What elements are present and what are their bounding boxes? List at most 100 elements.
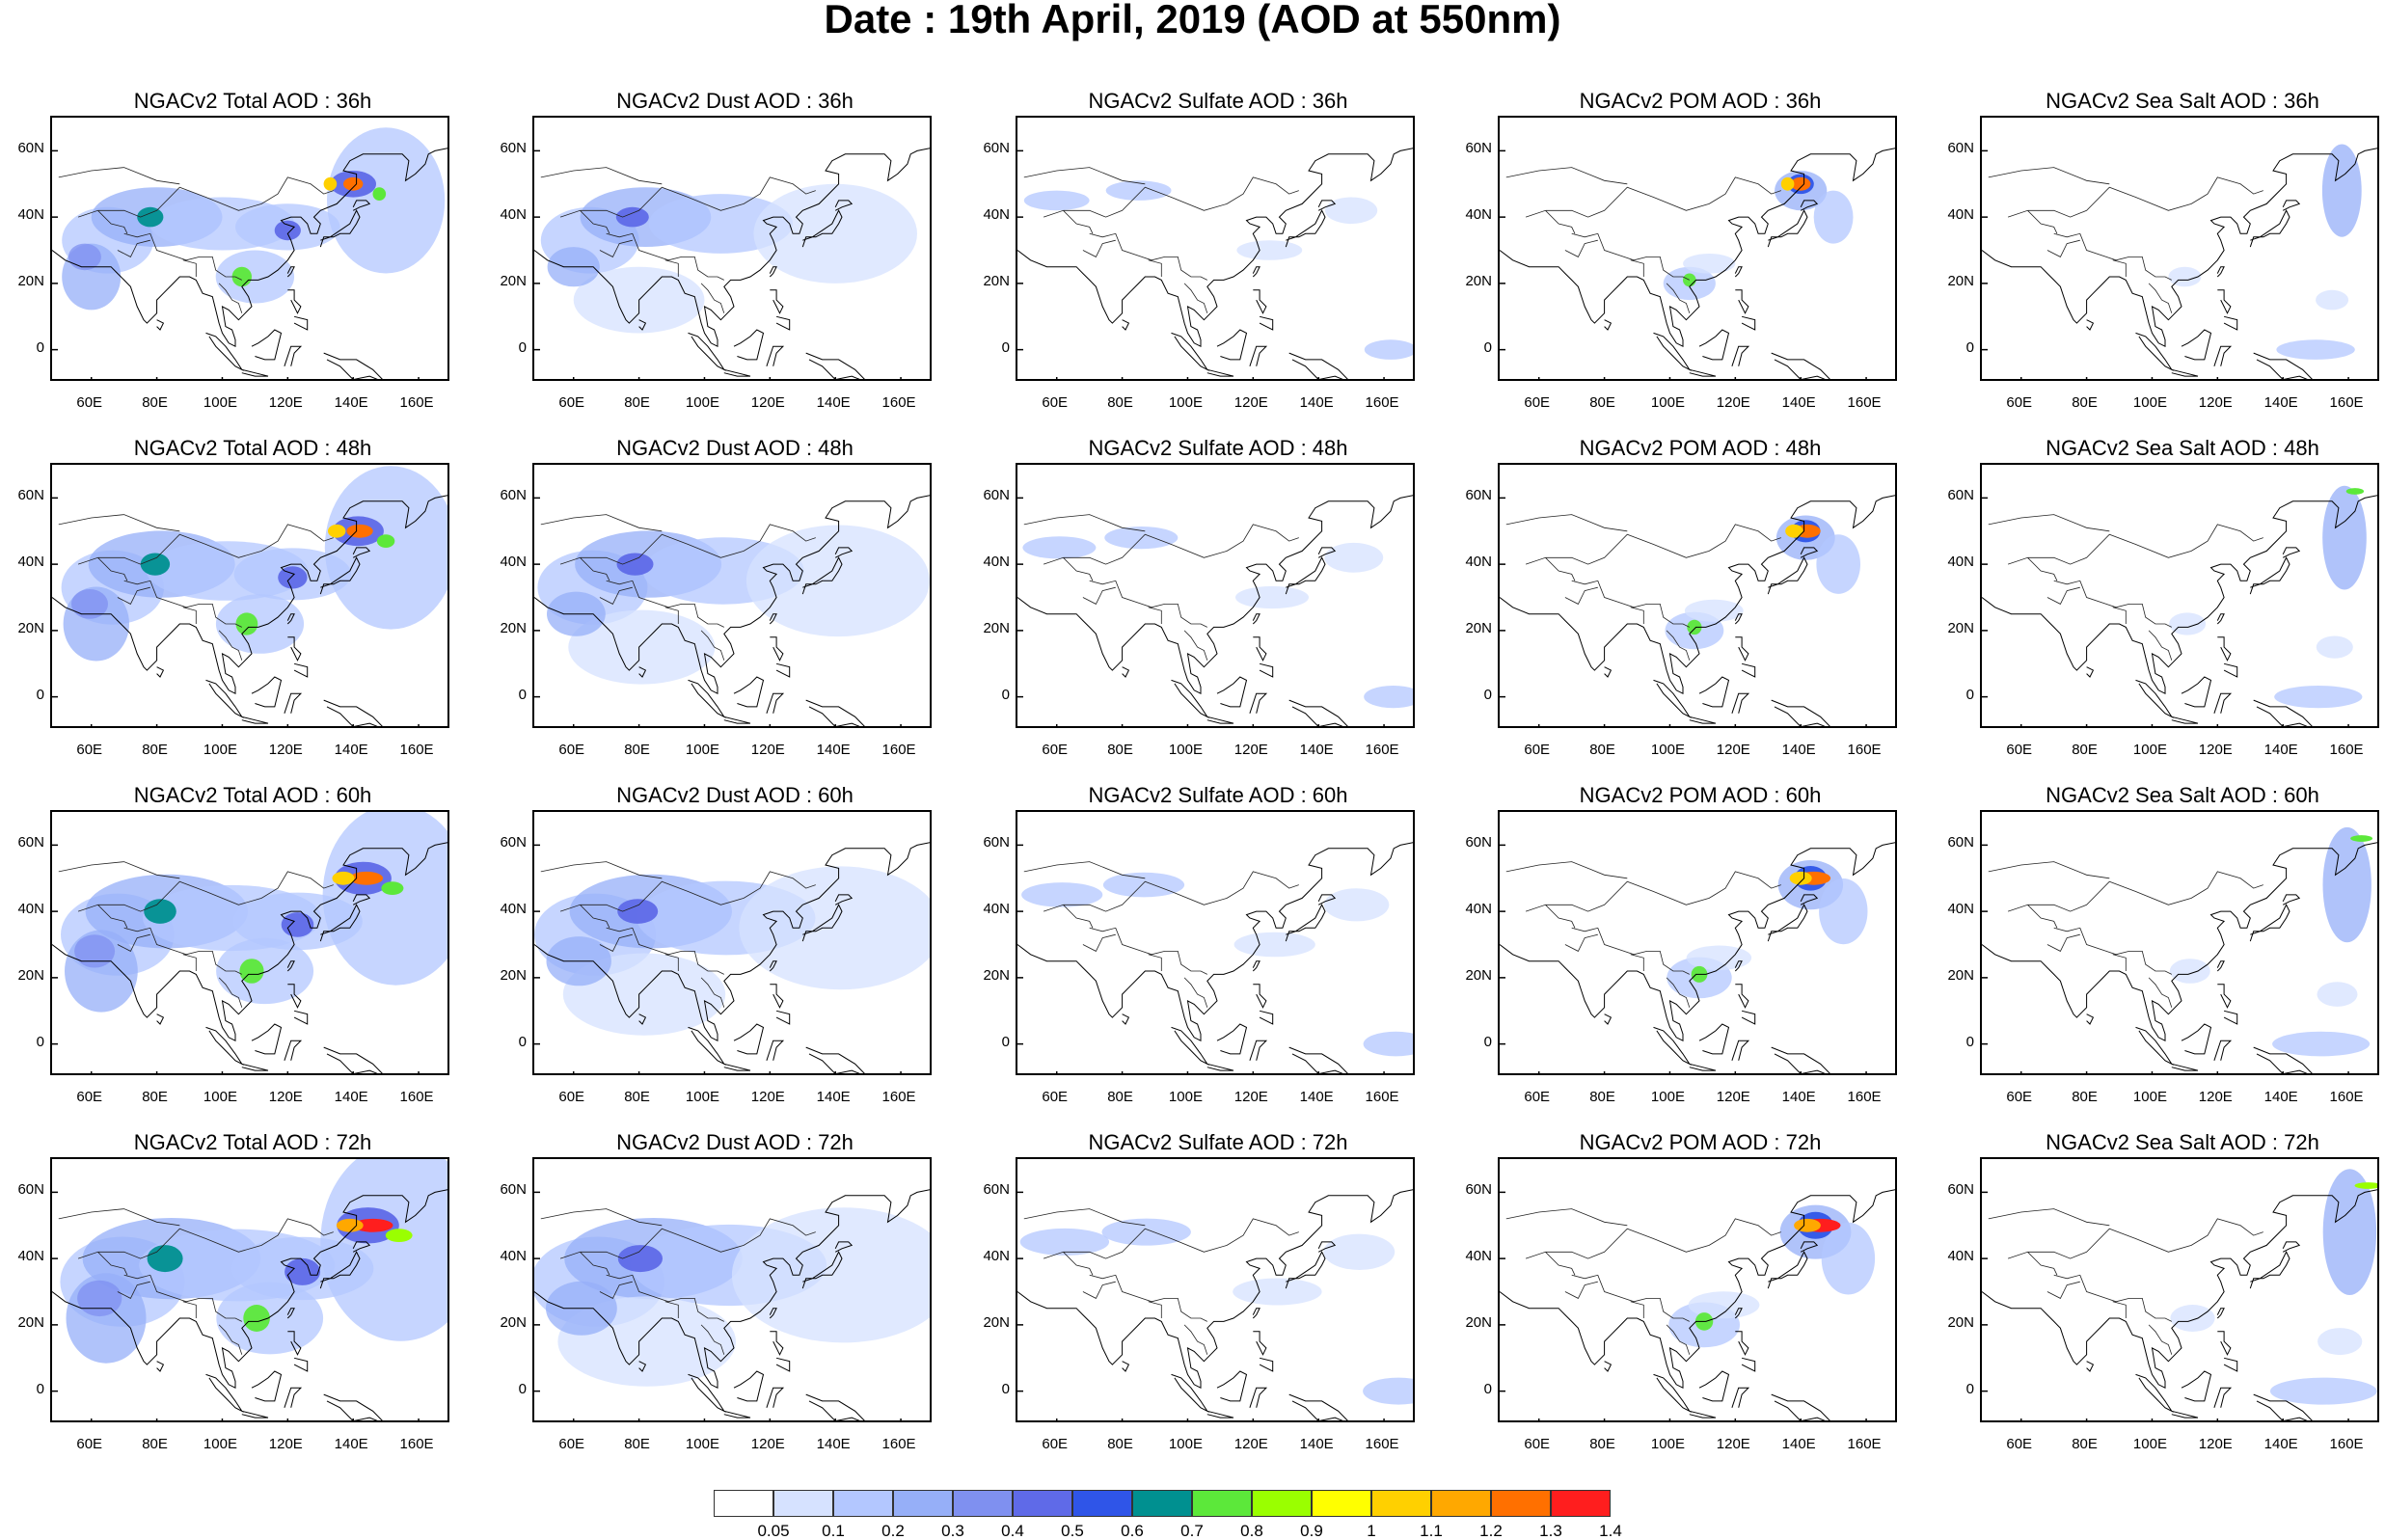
aod-plume: [1233, 932, 1315, 958]
map-frame: [1980, 1157, 2379, 1422]
y-tick-label: 0: [518, 338, 527, 356]
aod-plume: [1105, 180, 1172, 201]
map-panel: NGACv2 Total AOD : 72h 60N 40N 20N 0 60E 80E 10…: [17, 1130, 449, 1458]
colorbar-swatch: [1491, 1490, 1551, 1517]
y-tick-label: 0: [1965, 338, 1974, 356]
colorbar-swatch: [1072, 1490, 1132, 1517]
coastline: [1500, 148, 1895, 379]
y-tick-label: 20N: [983, 619, 1010, 636]
aod-plume: [1684, 599, 1744, 622]
x-tick-label: 120E: [2198, 1089, 2233, 1105]
aod-plume: [739, 866, 930, 990]
panel-title: NGACv2 Sulfate AOD : 36h: [1088, 89, 1348, 113]
x-tick-label: 60E: [1524, 742, 1551, 758]
y-tick-label: 40N: [1465, 901, 1492, 918]
x-tick-label: 120E: [750, 1089, 785, 1105]
x-tick-label: 120E: [2198, 1436, 2233, 1452]
aod-plume: [74, 934, 116, 968]
aod-plume: [2316, 635, 2353, 659]
y-tick-label: 60N: [500, 1181, 527, 1199]
x-tick-label: 140E: [816, 1436, 851, 1452]
colorbar-label: 1.4: [1599, 1522, 1622, 1540]
colorbar-label: 1.1: [1420, 1522, 1443, 1540]
aod-hotspot: [1794, 1218, 1821, 1232]
map-frame: [1498, 463, 1897, 728]
aod-plume: [278, 566, 308, 589]
y-tick-label: 60N: [17, 834, 44, 851]
aod-plume: [2316, 289, 2349, 311]
y-tick-label: 20N: [1465, 619, 1492, 636]
map-frame: [1498, 810, 1897, 1075]
colorbar-label: 1.2: [1479, 1522, 1503, 1540]
map-panel: NGACv2 POM AOD : 72h 60N 40N 20N 0 60E 80E 100E…: [1465, 1130, 1897, 1458]
aod-plume: [753, 183, 917, 284]
aod-plume: [215, 250, 295, 304]
aod-plume: [2317, 1328, 2363, 1356]
aod-hotspot: [1791, 176, 1811, 191]
coastline: [1500, 495, 1895, 726]
map-panel: NGACv2 Sulfate AOD : 60h 60N 40N 20N 0 60E 80E…: [983, 783, 1415, 1111]
aod-map: [534, 1189, 930, 1420]
x-tick-label: 60E: [1524, 1436, 1551, 1452]
x-tick-label: 120E: [1716, 1436, 1750, 1452]
country-borders: [1023, 167, 1299, 313]
x-tick-label: 100E: [685, 394, 719, 411]
x-tick-label: 140E: [2263, 1089, 2298, 1105]
x-tick-label: 100E: [1650, 742, 1685, 758]
y-tick-label: 40N: [983, 901, 1010, 918]
y-tick-label: 40N: [500, 901, 527, 918]
map-frame: [1980, 810, 2379, 1075]
aod-plume: [1323, 1233, 1396, 1270]
colorbar-label: 0.4: [1001, 1522, 1024, 1540]
x-tick-label: 80E: [142, 1436, 168, 1452]
aod-plume: [1363, 1377, 1413, 1405]
x-tick-label: 140E: [334, 1436, 368, 1452]
y-tick-label: 20N: [983, 966, 1010, 984]
aod-plume: [1819, 878, 1868, 945]
aod-plume: [2170, 1305, 2215, 1332]
aod-plume: [1325, 197, 1378, 225]
aod-plume: [1688, 1291, 1760, 1319]
colorbar-label: 0.5: [1061, 1522, 1084, 1540]
aod-plume: [215, 594, 305, 654]
aod-plume: [147, 1245, 183, 1273]
map-panel: NGACv2 Total AOD : 60h 60N 40N 20N 0 60E 80E 10…: [17, 783, 449, 1111]
colorbar-label: 0.2: [881, 1522, 905, 1540]
x-tick-label: 120E: [268, 1436, 303, 1452]
aod-map: [534, 495, 930, 726]
map-panel: NGACv2 Dust AOD : 72h 60N 40N 20N 0 60E 80E 100…: [500, 1130, 932, 1458]
colorbar-swatch: [1192, 1490, 1252, 1517]
map-panel: NGACv2 Sulfate AOD : 48h 60N 40N 20N 0 60E 80E…: [983, 436, 1415, 764]
x-tick-label: 60E: [558, 1089, 585, 1105]
aod-hotspot: [2354, 1182, 2377, 1189]
aod-plume: [1364, 339, 1413, 360]
map-panel: NGACv2 POM AOD : 36h 60N 40N 20N 0 60E 80E 100E…: [1465, 89, 1897, 417]
aod-hotspot: [1789, 871, 1812, 885]
aod-plume: [2269, 1377, 2377, 1405]
map-panel: NGACv2 POM AOD : 48h 60N 40N 20N 0 60E 80E 100E…: [1465, 436, 1897, 764]
aod-plume: [2322, 826, 2371, 943]
x-tick-label: 60E: [558, 742, 585, 758]
panel-title: NGACv2 Sea Salt AOD : 48h: [2046, 436, 2319, 460]
x-tick-label: 100E: [1168, 1089, 1203, 1105]
aod-plume: [235, 612, 258, 635]
page-title: Date : 19th April, 2019 (AOD at 550nm): [824, 0, 1561, 41]
y-tick-label: 40N: [1465, 1248, 1492, 1265]
colorbar-swatch: [714, 1490, 773, 1517]
country-borders: [540, 1208, 816, 1355]
coastline: [52, 495, 447, 726]
y-tick-label: 0: [1001, 686, 1010, 703]
aod-plume: [2169, 959, 2210, 984]
y-tick-label: 60N: [17, 140, 44, 157]
x-tick-label: 160E: [1365, 1089, 1399, 1105]
y-tick-label: 20N: [1947, 272, 1974, 289]
x-tick-label: 100E: [203, 1089, 237, 1105]
panel-title: NGACv2 Sulfate AOD : 60h: [1088, 783, 1348, 807]
x-tick-label: 100E: [685, 1089, 719, 1105]
y-tick-label: 60N: [1465, 1181, 1492, 1199]
aod-plume: [2169, 612, 2207, 635]
x-tick-label: 160E: [2329, 742, 2364, 758]
y-tick-label: 60N: [500, 140, 527, 157]
aod-plume: [243, 1305, 270, 1332]
x-tick-label: 140E: [1299, 742, 1334, 758]
